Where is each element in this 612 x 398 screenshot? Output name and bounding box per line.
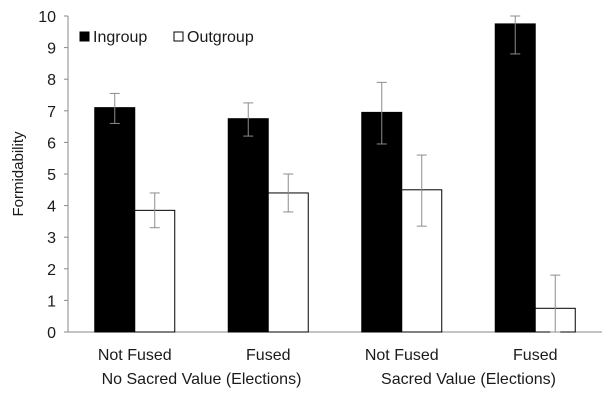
- bar-ingroup-2: [361, 111, 403, 333]
- y-tick-label: 3: [47, 230, 56, 247]
- legend: Ingroup Outgroup: [79, 29, 254, 46]
- y-axis-label: Formidability: [10, 131, 27, 217]
- x-tick-label: Fused: [246, 347, 290, 364]
- x-tick-label: Not Fused: [98, 347, 172, 364]
- axis-labels: Formidability Not Fused Fused Not Fused Fuse…: [10, 131, 557, 388]
- bar-ingroup-0: [94, 107, 136, 333]
- y-tick-label: 10: [38, 9, 56, 26]
- group-label: No Sacred Value (Elections): [102, 371, 302, 388]
- legend-label-ingroup: Ingroup: [93, 29, 147, 46]
- y-tick-label: 6: [47, 135, 56, 152]
- y-tick-label: 5: [47, 167, 56, 184]
- y-tick-label: 1: [47, 293, 56, 310]
- error-bars: [109, 15, 561, 333]
- bar-outgroup-0: [134, 209, 176, 333]
- x-tick-label: Fused: [513, 347, 557, 364]
- bar-ingroup-3: [494, 23, 536, 333]
- group-label: Sacred Value (Elections): [381, 371, 556, 388]
- bar-outgroup-1: [267, 192, 309, 333]
- x-tick-label: Not Fused: [365, 347, 439, 364]
- bar-ingroup-1: [227, 118, 269, 333]
- legend-label-outgroup: Outgroup: [187, 29, 254, 46]
- legend-swatch-ingroup: [79, 31, 90, 42]
- legend-swatch-outgroup: [173, 31, 184, 42]
- y-tick-label: 4: [47, 199, 56, 216]
- y-tick-label: 0: [47, 325, 56, 342]
- bars: [94, 23, 576, 333]
- y-tick-label: 8: [47, 72, 56, 89]
- y-tick-label: 9: [47, 41, 56, 58]
- y-tick-label: 2: [47, 262, 56, 279]
- y-tick-label: 7: [47, 104, 56, 121]
